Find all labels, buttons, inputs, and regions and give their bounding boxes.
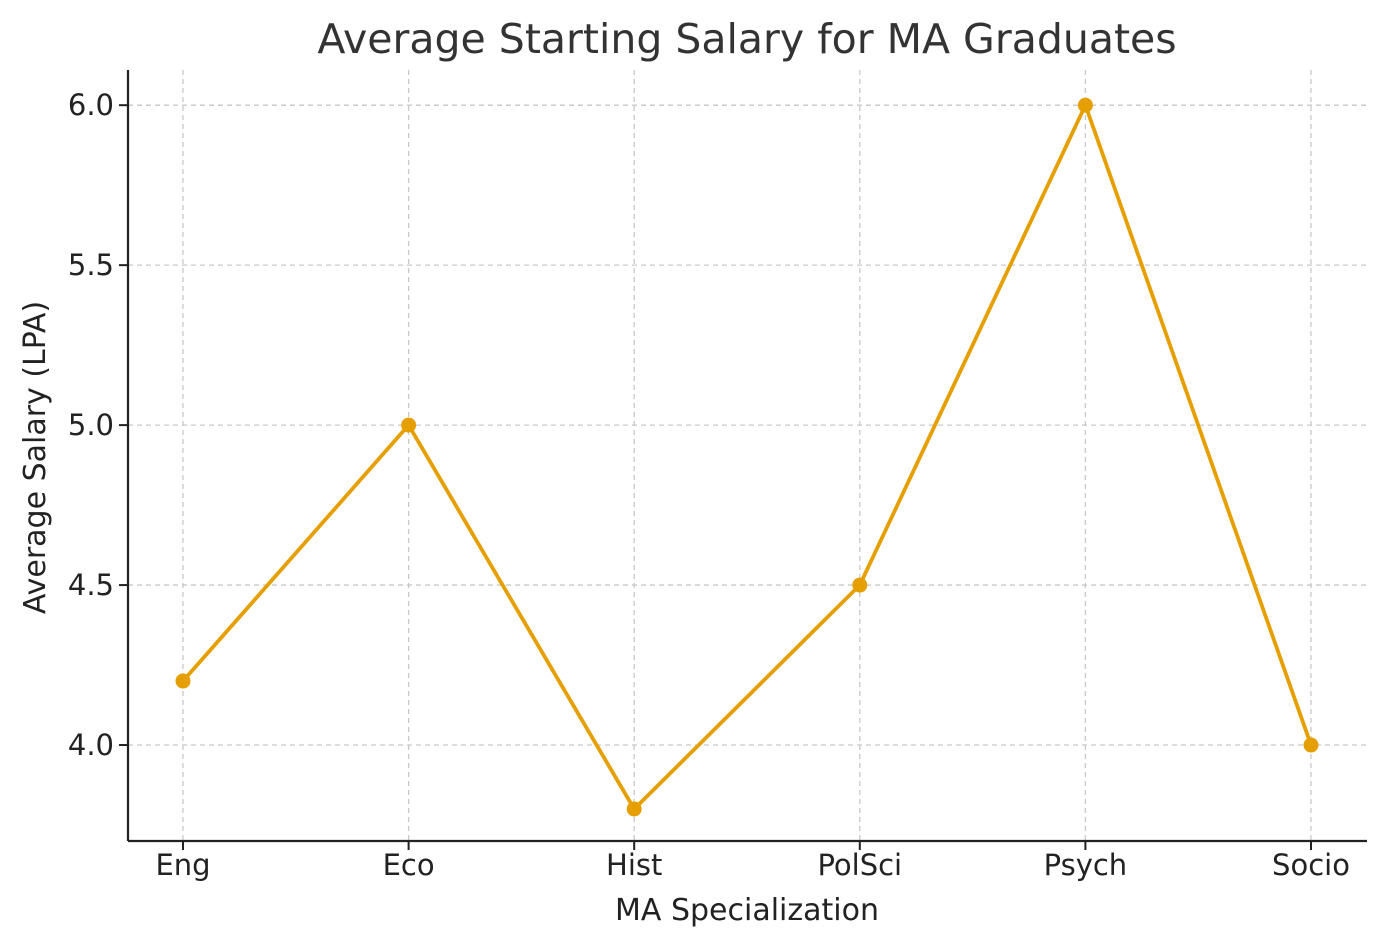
- x-tick-label: PolSci: [817, 848, 902, 882]
- x-tick-label: Hist: [606, 848, 662, 882]
- series-layer: [175, 97, 1319, 817]
- x-tick-label: Eng: [155, 848, 210, 882]
- series-line: [181, 103, 1313, 811]
- x-tick-label: Psych: [1044, 848, 1128, 882]
- x-tick-label: Socio: [1272, 848, 1350, 882]
- chart-title: Average Starting Salary for MA Graduates: [317, 15, 1176, 63]
- x-axis-label: MA Specialization: [615, 893, 879, 928]
- axes-layer: [126, 70, 1367, 843]
- data-point: [175, 673, 191, 689]
- y-tick-label: 4.0: [68, 728, 114, 762]
- y-axis-label: Average Salary (LPA): [18, 301, 53, 614]
- y-tick-label: 5.0: [68, 408, 114, 442]
- data-point: [401, 417, 417, 433]
- data-point: [1077, 97, 1093, 113]
- y-tick-label: 5.5: [68, 248, 114, 282]
- y-tick-label: 4.5: [68, 568, 114, 602]
- data-point: [852, 577, 868, 593]
- data-point: [626, 801, 642, 817]
- x-tick-label: Eco: [383, 848, 435, 882]
- y-tick-label: 6.0: [68, 88, 114, 122]
- grid-layer: [128, 70, 1367, 841]
- data-point: [1303, 737, 1319, 753]
- ticks-layer: Eng Eco Hist PolSci Psych Socio 4.0 4.5 5.0 5.5 6.…: [68, 88, 1350, 882]
